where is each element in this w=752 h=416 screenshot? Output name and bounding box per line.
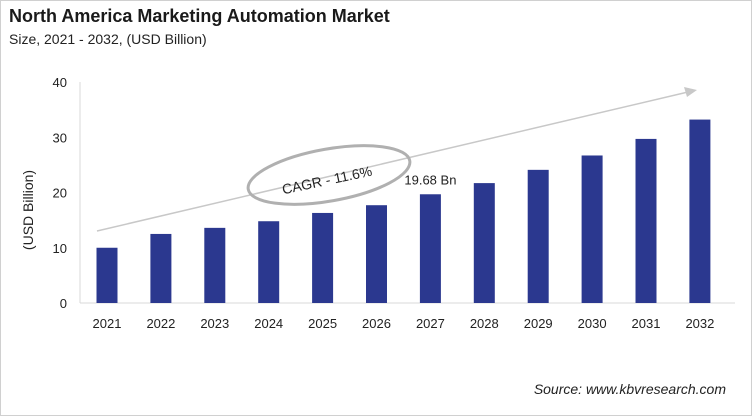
bar-2030 xyxy=(581,155,603,303)
x-tick-label: 2022 xyxy=(146,316,175,331)
y-tick-label: 0 xyxy=(60,296,67,311)
bar-2028 xyxy=(473,183,495,303)
arrow-head-icon xyxy=(684,87,697,97)
y-tick-label: 40 xyxy=(53,75,67,90)
bar-2024 xyxy=(258,221,280,303)
trend-arrow xyxy=(96,87,697,232)
bar-2023 xyxy=(204,227,226,303)
bar-2025 xyxy=(312,212,334,303)
x-tick-label: 2021 xyxy=(93,316,122,331)
y-tick-label: 10 xyxy=(53,241,67,256)
bar-2022 xyxy=(150,233,172,303)
x-tick-label: 2024 xyxy=(254,316,283,331)
x-tick-label: 2029 xyxy=(524,316,553,331)
x-tick-label: 2030 xyxy=(578,316,607,331)
y-tick-label: 30 xyxy=(53,130,67,145)
y-axis-label: (USD Billion) xyxy=(20,170,36,250)
source-note: Source: www.kbvresearch.com xyxy=(533,381,726,397)
x-axis-labels: 2021 2022 2023 2024 2025 2026 2027 2028 2029 2030… xyxy=(93,316,715,331)
bar-2031 xyxy=(635,138,657,303)
bar-2029 xyxy=(527,169,549,303)
y-axis: 0 10 20 30 40 xyxy=(53,75,735,311)
cagr-ellipse xyxy=(246,144,412,206)
cagr-label: CAGR - 11.6% xyxy=(281,163,374,198)
data-label: 19.68 Bn xyxy=(404,172,456,187)
bar-2026 xyxy=(366,205,387,303)
trend-line xyxy=(96,91,689,232)
bar-2032 xyxy=(689,119,711,303)
x-tick-label: 2026 xyxy=(362,316,391,331)
x-tick-label: 2025 xyxy=(308,316,337,331)
bar-2021 xyxy=(96,247,118,303)
y-tick-label: 20 xyxy=(53,186,67,201)
chart-subtitle: Size, 2021 - 2032, (USD Billion) xyxy=(9,31,207,47)
x-tick-label: 2028 xyxy=(470,316,499,331)
x-tick-label: 2027 xyxy=(416,316,445,331)
chart-title: North America Marketing Automation Marke… xyxy=(9,6,390,26)
bars xyxy=(96,119,711,303)
x-tick-label: 2023 xyxy=(200,316,229,331)
bar-2027 xyxy=(419,194,441,303)
x-tick-label: 2031 xyxy=(632,316,661,331)
x-tick-label: 2032 xyxy=(685,316,714,331)
